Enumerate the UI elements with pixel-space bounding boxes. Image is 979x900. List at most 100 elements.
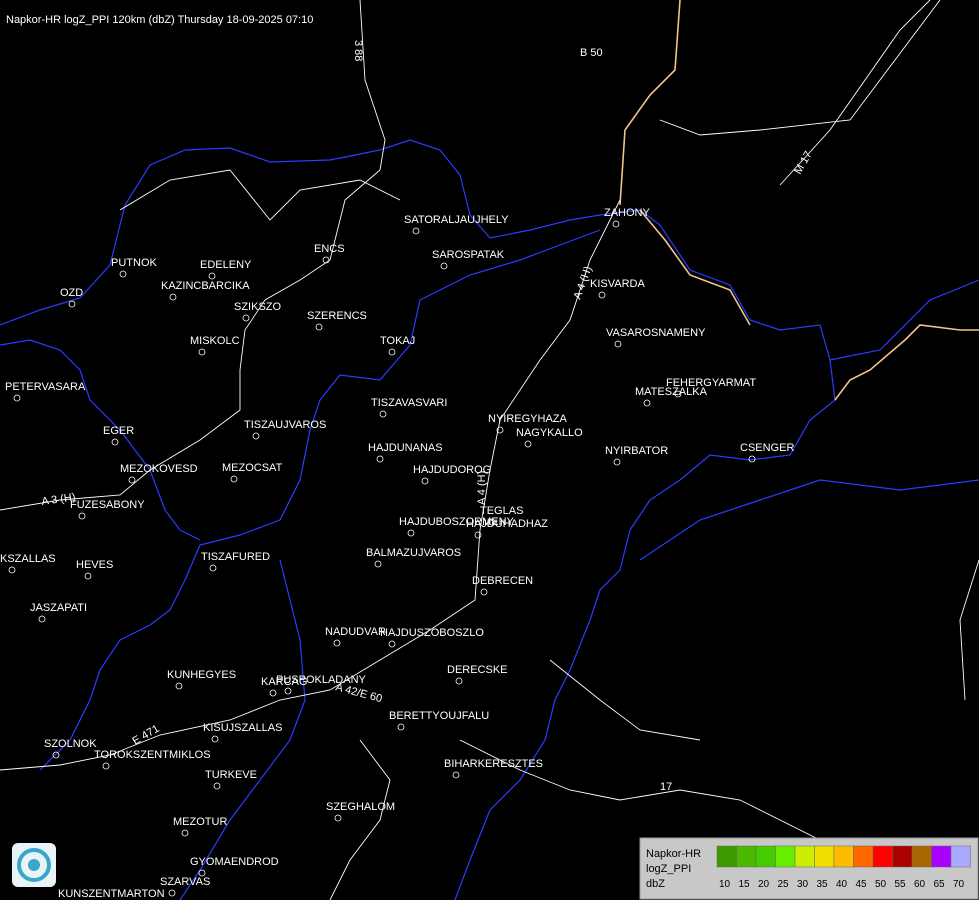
city-marker — [613, 458, 621, 466]
city-label: ZAHONY — [604, 207, 651, 219]
logo-dot — [28, 859, 40, 871]
legend-swatch — [872, 845, 893, 868]
city-label: PUTNOK — [111, 257, 158, 269]
city-label: KISVARDA — [590, 278, 645, 290]
city-marker — [474, 531, 482, 539]
city-label: SZARVAS — [160, 876, 210, 888]
city-label: KUNSZENTMARTON — [58, 888, 165, 900]
legend-title: Napkor-HR — [646, 848, 701, 860]
city-label: NYIREGYHAZA — [488, 413, 568, 425]
city-marker — [334, 814, 342, 822]
city-label: SZOLNOK — [44, 738, 97, 750]
city-label: GYOMAENDROD — [190, 856, 279, 868]
city-marker — [211, 735, 219, 743]
city-label: KAZINCBARCIKA — [161, 280, 250, 292]
city-marker — [168, 889, 176, 897]
city-label: TURKEVE — [205, 769, 257, 781]
city-label: HAJDUSZOBOSZLO — [380, 627, 484, 639]
city-label: DEBRECEN — [472, 575, 533, 587]
city-marker — [480, 588, 488, 596]
legend-swatch — [931, 845, 952, 868]
city-label: SZIKSZO — [234, 301, 282, 313]
legend-swatch — [736, 845, 757, 868]
city-label: SATORALJAUJHELY — [404, 214, 509, 226]
city-marker — [374, 560, 382, 568]
city-marker — [496, 426, 504, 434]
legend-value: 70 — [953, 879, 965, 890]
legend-value: 20 — [758, 879, 770, 890]
legend-swatch — [833, 845, 854, 868]
logo-swirl — [17, 848, 51, 882]
city-label: MISKOLC — [190, 335, 240, 347]
road-label: A 3 (H) — [41, 491, 77, 508]
city-marker — [230, 475, 238, 483]
city-marker — [612, 220, 620, 228]
city-label: SZEGHALOM — [326, 801, 395, 813]
city-marker — [252, 432, 260, 440]
city-label: KISUJSZALLAS — [203, 722, 282, 734]
legend-swatch — [892, 845, 913, 868]
city-label: JASZAPATI — [30, 602, 87, 614]
city-marker — [209, 564, 217, 572]
city-marker — [315, 323, 323, 331]
city-label: EDELENY — [200, 259, 252, 271]
city-marker — [128, 476, 136, 484]
city-label: FUZESABONY — [70, 499, 145, 511]
city-label: MATESZALKA — [635, 386, 708, 398]
legend-swatch — [853, 845, 874, 868]
city-marker — [397, 723, 405, 731]
city-marker — [524, 440, 532, 448]
legend-value: 65 — [934, 879, 946, 890]
city-label: HAJDUDOROG — [413, 464, 491, 476]
city-marker — [333, 639, 341, 647]
city-label: VASAROSNAMENY — [606, 327, 706, 339]
legend-value: 45 — [856, 879, 868, 890]
city-label: CSENGER — [740, 442, 794, 454]
city-label: FEHERGYARMAT — [666, 377, 756, 389]
legend-value: 55 — [895, 879, 907, 890]
city-marker — [598, 291, 606, 299]
city-label: TEGLAS — [480, 505, 523, 517]
city-label: NYIRBATOR — [605, 445, 668, 457]
city-marker — [614, 340, 622, 348]
city-marker — [198, 869, 206, 877]
city-marker — [84, 572, 92, 580]
city-label: MEZOTUR — [173, 816, 227, 828]
city-label: PETERVASARA — [5, 381, 86, 393]
city-marker — [388, 348, 396, 356]
city-marker — [68, 300, 76, 308]
logo — [12, 843, 56, 887]
city-label: KSZALLAS — [0, 553, 56, 565]
city-marker — [407, 529, 415, 537]
city-marker — [78, 512, 86, 520]
city-marker — [119, 270, 127, 278]
city-marker — [242, 314, 250, 322]
city-label: BERETTYOUJFALU — [389, 710, 489, 722]
city-marker — [748, 455, 756, 463]
legend-title: logZ_PPI — [646, 863, 691, 875]
city-label: HAJDUNANAS — [368, 442, 443, 454]
city-label: PUSPOKLADANY — [276, 674, 367, 686]
city-label: KARCAG — [261, 676, 307, 688]
legend-value: 40 — [836, 879, 848, 890]
road-label: 3 88 — [352, 40, 364, 61]
legend: Napkor-HR logZ_PPI dbZ 10 15 20 25 30 35 40 45 50 55… — [639, 837, 979, 900]
city-marker — [52, 751, 60, 759]
city-label: BALMAZUJVAROS — [366, 547, 461, 559]
city-marker — [379, 410, 387, 418]
legend-value: 30 — [797, 879, 809, 890]
city-marker — [175, 682, 183, 690]
city-marker — [8, 566, 16, 574]
city-label: KUNHEGYES — [167, 669, 236, 681]
city-marker — [181, 829, 189, 837]
city-marker — [412, 227, 420, 235]
city-label: HAJDUBOSZORMENY — [399, 516, 515, 528]
legend-swatch — [775, 845, 796, 868]
legend-value: 15 — [739, 879, 751, 890]
road-label: B 50 — [580, 47, 603, 59]
city-label: TISZAFURED — [201, 551, 270, 563]
legend-value: 60 — [914, 879, 926, 890]
legend-swatch — [755, 845, 776, 868]
